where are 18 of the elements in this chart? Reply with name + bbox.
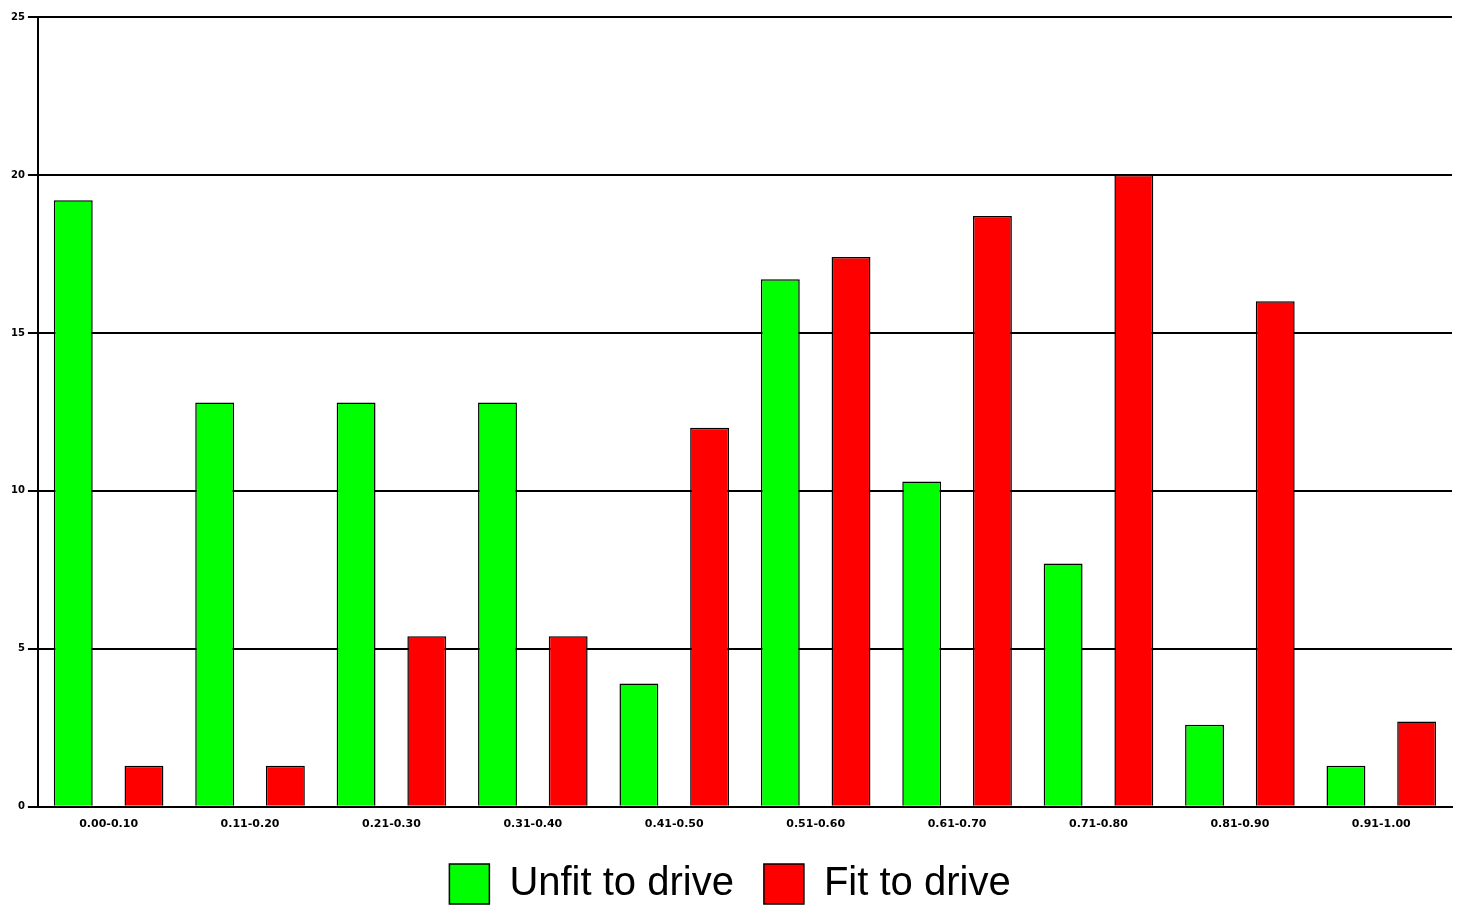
x-tick-label: 0.81-0.90 — [1210, 817, 1270, 831]
y-tick-label: 20 — [10, 168, 25, 180]
x-tick-label: 0.61-0.70 — [927, 817, 987, 831]
x-tick-label: 0.31-0.40 — [503, 817, 563, 831]
y-tick-label: 0 — [17, 800, 25, 812]
x-tick-label: 0.11-0.20 — [220, 817, 280, 831]
x-tick-label: 0.21-0.30 — [362, 817, 422, 831]
x-tick-label: 0.91-1.00 — [1351, 817, 1412, 831]
x-tick-label: 0.41-0.50 — [644, 817, 705, 831]
legend-label: Unfit to drive — [509, 859, 734, 904]
x-tick-label: 0.00-0.10 — [79, 817, 139, 831]
y-tick-label: 25 — [10, 10, 25, 22]
legend-label: Fit to drive — [823, 859, 1011, 904]
y-tick-label: 10 — [10, 484, 25, 496]
x-tick-label: 0.71-0.80 — [1069, 817, 1129, 831]
y-tick-label: 15 — [10, 326, 25, 338]
y-tick-label: 5 — [17, 642, 25, 654]
x-tick-label: 0.51-0.60 — [786, 817, 846, 831]
